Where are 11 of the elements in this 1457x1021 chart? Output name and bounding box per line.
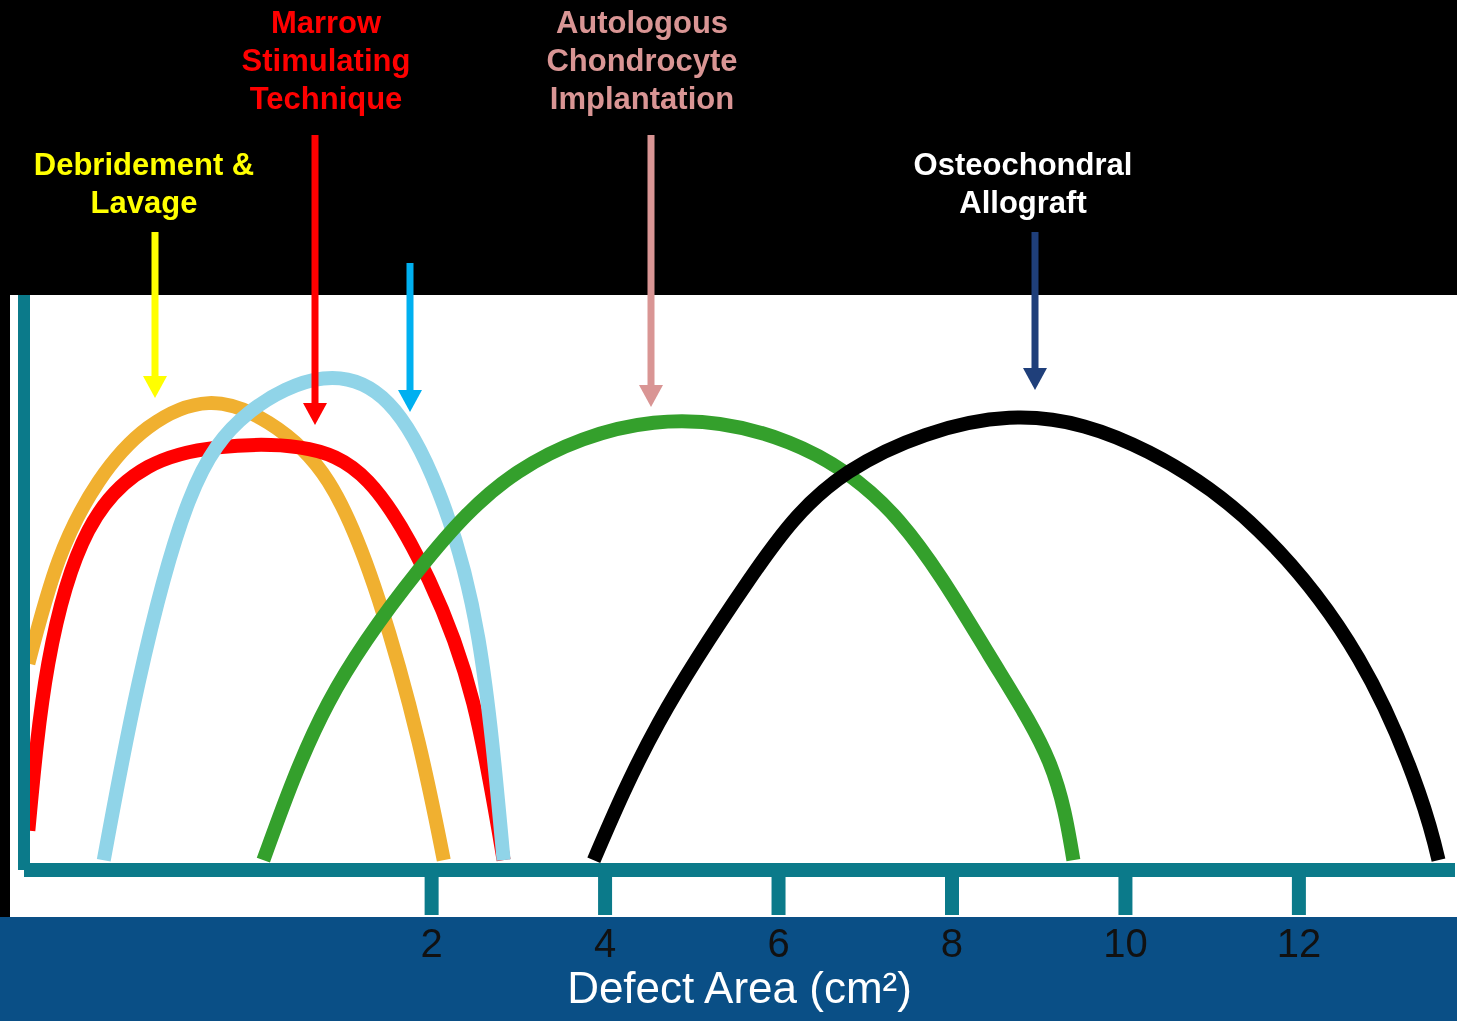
x-tick-label: 8 bbox=[940, 921, 964, 965]
x-axis-title: Defect Area (cm²) bbox=[567, 963, 912, 1012]
text: Debridement & Lavage bbox=[32, 146, 256, 222]
text: Marrow Stimulating Technique bbox=[240, 4, 412, 118]
text: Autologous Chondrocyte Implantation bbox=[545, 4, 739, 118]
x-tick-label: 6 bbox=[767, 921, 790, 965]
x-tick-label: 2 bbox=[420, 921, 443, 965]
text: Osteochondral Allograft bbox=[912, 146, 1134, 222]
x-tick-label: 4 bbox=[593, 921, 617, 965]
x-tick-label: 12 bbox=[1276, 921, 1322, 965]
x-tick-label: 10 bbox=[1103, 921, 1148, 965]
